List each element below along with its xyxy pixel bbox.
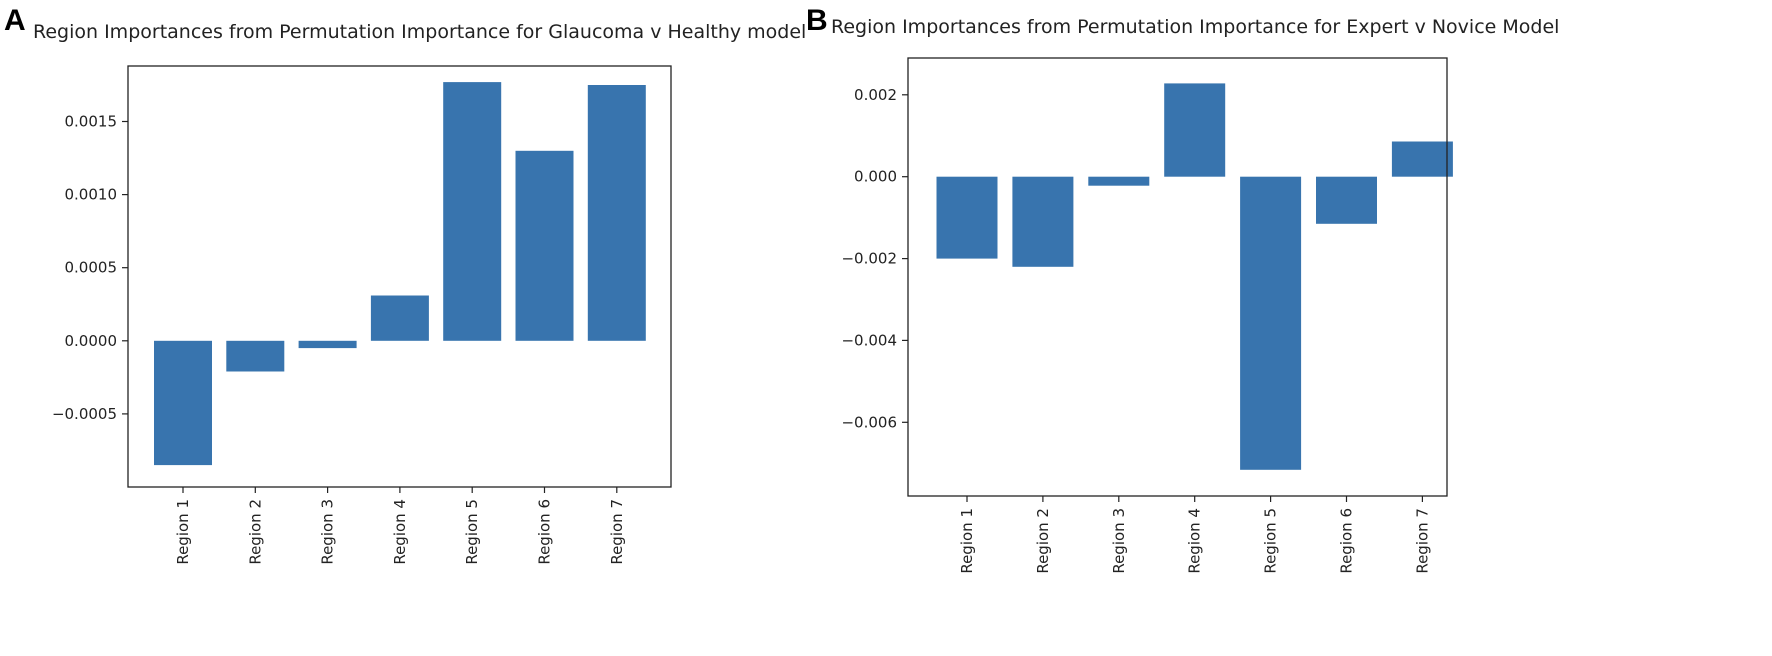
panel-b-y-ticks: −0.006 −0.004 −0.002 0.000 0.002 (841, 86, 908, 431)
panel-b-bar-region-2 (1012, 176, 1074, 267)
panel-b-bar-region-5 (1240, 176, 1302, 470)
panel-a-bar-region-3 (298, 340, 357, 349)
panel-b-bar-region-6 (1316, 176, 1377, 224)
panel-b-bar-region-3 (1088, 176, 1150, 186)
panel-b-y-tick-label: −0.006 (841, 413, 897, 431)
panel-a-bar-region-5 (443, 82, 502, 341)
panel-a-title: Region Importances from Permutation Impo… (33, 21, 806, 43)
panel-a-y-tick-label: 0.0005 (65, 259, 118, 277)
panel-a-y-tick-label: 0.0010 (65, 186, 118, 204)
panel-a-bar-region-2 (226, 340, 285, 372)
panel-a-bars (154, 82, 646, 466)
panel-b-x-ticks: Region 1 Region 2 Region 3 Region 4 Region 5… (958, 496, 1431, 574)
panel-a-x-ticks: Region 1 Region 2 Region 3 Region 4 Region 5… (174, 487, 626, 565)
panel-b-y-tick-label: 0.000 (854, 168, 897, 186)
panel-a-x-tick-label: Region 6 (536, 499, 554, 565)
panel-a-y-tick-label: −0.0005 (52, 405, 117, 423)
panel-a-y-tick-label: 0.0000 (65, 332, 118, 350)
panel-a: A Region Importances from Permutation Im… (4, 4, 806, 565)
panel-b-y-tick-label: −0.004 (841, 331, 897, 349)
panel-a-letter: A (4, 4, 26, 37)
panel-b-bars (936, 83, 1453, 470)
panel-a-bar-region-6 (515, 150, 574, 341)
panel-b-bar-region-7 (1391, 141, 1453, 177)
panel-b-x-tick-label: Region 3 (1110, 508, 1128, 574)
panel-b-y-tick-label: 0.002 (854, 86, 897, 104)
panel-b-x-tick-label: Region 6 (1338, 508, 1356, 574)
panel-a-x-tick-label: Region 3 (319, 499, 337, 565)
panel-a-bar-region-7 (587, 85, 646, 341)
panel-b-bar-region-1 (936, 176, 998, 259)
panel-a-bar-region-1 (154, 340, 212, 466)
panel-b-letter: B (806, 4, 828, 37)
panel-a-bar-region-4 (370, 295, 429, 341)
panel-a-x-tick-label: Region 1 (174, 499, 192, 565)
panel-b-x-tick-label: Region 7 (1413, 508, 1431, 574)
panel-b-axes-frame (907, 57, 1448, 497)
panel-a-y-ticks: −0.0005 0.0000 0.0005 0.0010 0.0015 (52, 113, 128, 423)
panel-b-x-tick-label: Region 4 (1186, 508, 1204, 574)
panel-b-title: Region Importances from Permutation Impo… (831, 16, 1559, 38)
panel-b-x-tick-label: Region 2 (1034, 508, 1052, 574)
panel-b-bar-region-4 (1164, 83, 1226, 177)
panel-b-y-tick-label: −0.002 (841, 250, 897, 268)
panel-a-x-tick-label: Region 4 (391, 499, 409, 565)
panel-a-x-tick-label: Region 7 (608, 499, 626, 565)
panel-a-x-tick-label: Region 2 (246, 499, 264, 565)
panel-a-x-tick-label: Region 5 (463, 499, 481, 565)
panel-b-x-tick-label: Region 5 (1262, 508, 1280, 574)
panel-a-y-tick-label: 0.0015 (65, 113, 118, 131)
panel-b-x-tick-label: Region 1 (958, 508, 976, 574)
panel-b: B Region Importances from Permutation Im… (806, 4, 1559, 574)
